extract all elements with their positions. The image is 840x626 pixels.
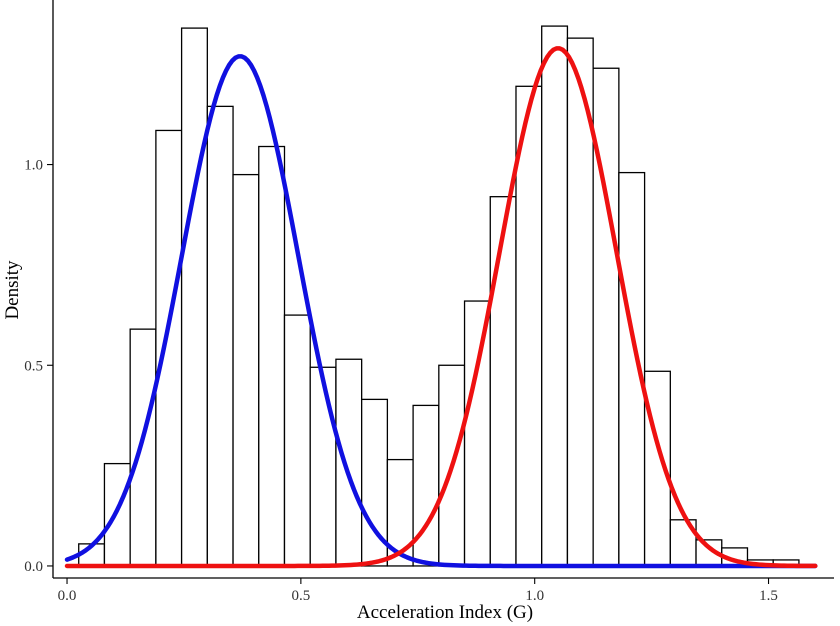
- density-curves: [64, 46, 818, 569]
- y-tick-label: 0.5: [24, 358, 43, 374]
- histogram-bar-17: [489, 196, 517, 567]
- axis-ticks: 0.0 0.5 1.0 1.5 0.0 0.5 1.0: [24, 158, 778, 604]
- histogram-bar-9: [283, 314, 311, 567]
- histogram-bar-8: [258, 145, 286, 567]
- histogram-bar-11: [335, 358, 363, 567]
- histogram-bar-7: [232, 173, 260, 567]
- x-axis-title: Acceleration Index (G): [357, 602, 533, 623]
- x-tick-label: 0.0: [58, 588, 77, 604]
- density-curve-1: [64, 54, 818, 569]
- histogram-bar-2: [103, 462, 131, 567]
- density-curve-2: [64, 46, 818, 569]
- x-tick-label: 1.0: [525, 588, 544, 604]
- histogram-bar-5: [180, 27, 208, 567]
- histogram-bar-14: [412, 404, 440, 567]
- histogram-bar-19: [541, 25, 569, 567]
- histogram-bar-6: [206, 105, 234, 567]
- y-tick-label: 1.0: [24, 158, 43, 174]
- histogram-bar-10: [309, 366, 337, 567]
- histogram-bar-16: [463, 300, 491, 567]
- y-tick-label: 0.0: [24, 559, 43, 575]
- histogram-bars: [78, 25, 800, 567]
- histogram-bar-3: [129, 328, 157, 567]
- x-tick-label: 1.5: [759, 588, 778, 604]
- histogram-bar-4: [155, 129, 183, 567]
- x-tick-label: 0.5: [291, 588, 310, 604]
- y-axis-title: Density: [2, 260, 23, 320]
